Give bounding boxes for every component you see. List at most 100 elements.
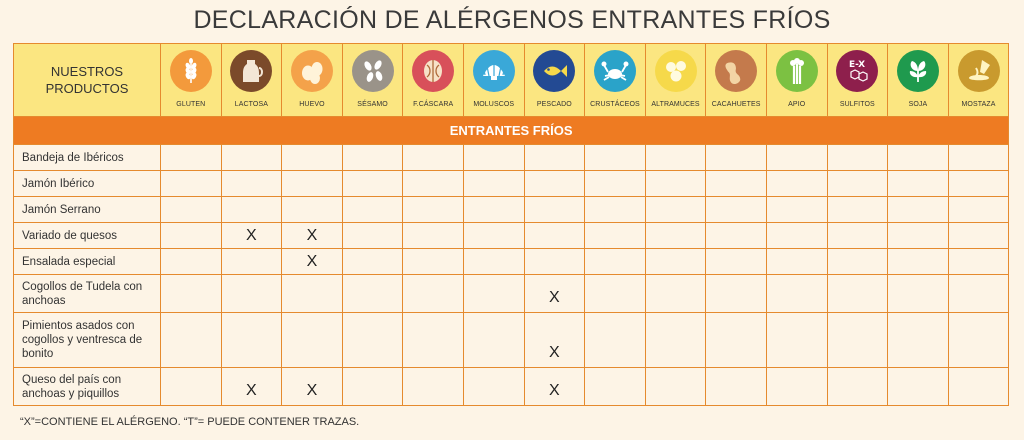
allergen-mark: [281, 274, 343, 313]
allergen-mark: [584, 274, 646, 313]
allergen-label: MOSTAZA: [961, 101, 996, 108]
allergen-mark: [887, 367, 949, 406]
allergen-header-2: HUEVO: [281, 43, 343, 117]
allergen-mark: [160, 312, 222, 368]
allergen-mark: [887, 248, 949, 275]
table-row: Jamón Ibérico: [13, 170, 1010, 197]
sesame-icon: [351, 50, 394, 92]
fish-icon: [533, 50, 576, 92]
products-header-label: NUESTROS PRODUCTOS: [45, 64, 129, 96]
allergen-mark: [341, 367, 404, 406]
allergen-mark: [887, 222, 949, 249]
allergen-mark: [584, 367, 646, 406]
allergen-label: SOJA: [908, 101, 928, 108]
allergen-label: ALTRAMUCES: [651, 101, 700, 108]
product-name: Jamón Serrano: [13, 196, 161, 223]
allergen-mark: [584, 170, 646, 197]
allergen-mark: X: [281, 367, 343, 406]
allergen-mark: [644, 367, 707, 406]
allergen-mark: [826, 196, 889, 223]
allergen-mark: [402, 222, 464, 249]
allergen-mark: [887, 274, 949, 313]
allergen-mark: [644, 222, 707, 249]
allergen-mark: X: [220, 222, 283, 249]
allergen-mark: [947, 248, 1010, 275]
allergen-mark: [765, 312, 828, 368]
table-row: Jamón Serrano: [13, 196, 1010, 223]
allergen-mark: [341, 196, 404, 223]
product-name: Queso del país con anchoas y piquillos: [13, 367, 161, 406]
allergen-header-1: LACTOSA: [220, 43, 283, 117]
allergen-mark: [462, 312, 525, 368]
allergen-mark: [523, 144, 586, 171]
allergen-mark: [523, 170, 586, 197]
allergen-mark: [402, 144, 464, 171]
allergen-mark: [826, 170, 889, 197]
header-row: NUESTROS PRODUCTOS GLUTEN LACTOSA HUEVO SÉS…: [13, 43, 1010, 117]
allergen-mark: [644, 170, 707, 197]
allergen-mark: X: [281, 222, 343, 249]
allergen-mark: [644, 248, 707, 275]
allergen-mark: [947, 312, 1010, 368]
allergen-mark: [462, 274, 525, 313]
allergen-mark: [402, 248, 464, 275]
lupin-icon: [654, 50, 697, 92]
product-name: Pimientos asados con cogollos y ventresc…: [13, 312, 161, 368]
allergen-mark: [160, 144, 222, 171]
allergen-mark: [887, 196, 949, 223]
milk-jug-icon: [230, 50, 273, 92]
product-name: Cogollos de Tudela con anchoas: [13, 274, 161, 313]
allergen-table: NUESTROS PRODUCTOS GLUTEN LACTOSA HUEVO SÉS…: [12, 43, 1010, 406]
allergen-mark: [341, 312, 404, 368]
allergen-mark: [644, 196, 707, 223]
allergen-mark: [160, 248, 222, 275]
allergen-label: CACAHUETES: [711, 101, 761, 108]
allergen-mark: [765, 274, 828, 313]
section-row: ENTRANTES FRÍOS: [12, 116, 1010, 145]
allergen-mark: [402, 367, 464, 406]
allergen-mark: [887, 170, 949, 197]
celery-icon: [775, 50, 818, 92]
allergen-mark: [826, 222, 889, 249]
allergen-label: APIO: [788, 101, 806, 108]
allergen-mark: [584, 248, 646, 275]
eggs-icon: [290, 50, 333, 92]
allergen-mark: [947, 274, 1010, 313]
allergen-mark: [341, 170, 404, 197]
allergen-mark: [947, 196, 1010, 223]
table-row: Variado de quesos X X: [13, 222, 1010, 249]
allergen-mark: [826, 274, 889, 313]
allergen-mark: [462, 170, 525, 197]
allergen-mark: [765, 144, 828, 171]
allergen-mark: [584, 144, 646, 171]
allergen-mark: [281, 196, 343, 223]
allergen-mark: X: [523, 312, 586, 368]
allergen-header-8: ALTRAMUCES: [644, 43, 707, 117]
allergen-mark: [644, 144, 707, 171]
allergen-mark: X: [523, 274, 586, 313]
allergen-mark: [220, 144, 283, 171]
allergen-mark: [462, 248, 525, 275]
allergen-header-13: MOSTAZA: [947, 43, 1010, 117]
allergen-mark: [220, 248, 283, 275]
allergen-mark: [220, 196, 283, 223]
allergen-mark: [765, 367, 828, 406]
allergen-mark: [341, 248, 404, 275]
allergen-header-9: CACAHUETES: [705, 43, 767, 117]
allergen-mark: [765, 222, 828, 249]
allergen-header-0: GLUTEN: [160, 43, 222, 117]
allergen-mark: [705, 170, 767, 197]
allergen-mark: [160, 170, 222, 197]
allergen-mark: [160, 196, 222, 223]
shell-icon: [472, 50, 515, 92]
crab-icon: [593, 50, 636, 92]
allergen-label: HUEVO: [299, 101, 325, 108]
page-title: DECLARACIÓN DE ALÉRGENOS ENTRANTES FRÍOS: [193, 6, 831, 34]
allergen-label: GLUTEN: [176, 101, 206, 108]
allergen-mark: [341, 222, 404, 249]
allergen-mark: [826, 367, 889, 406]
allergen-mark: [402, 274, 464, 313]
allergen-mark: X: [523, 367, 586, 406]
allergen-mark: [705, 222, 767, 249]
allergen-mark: [584, 222, 646, 249]
